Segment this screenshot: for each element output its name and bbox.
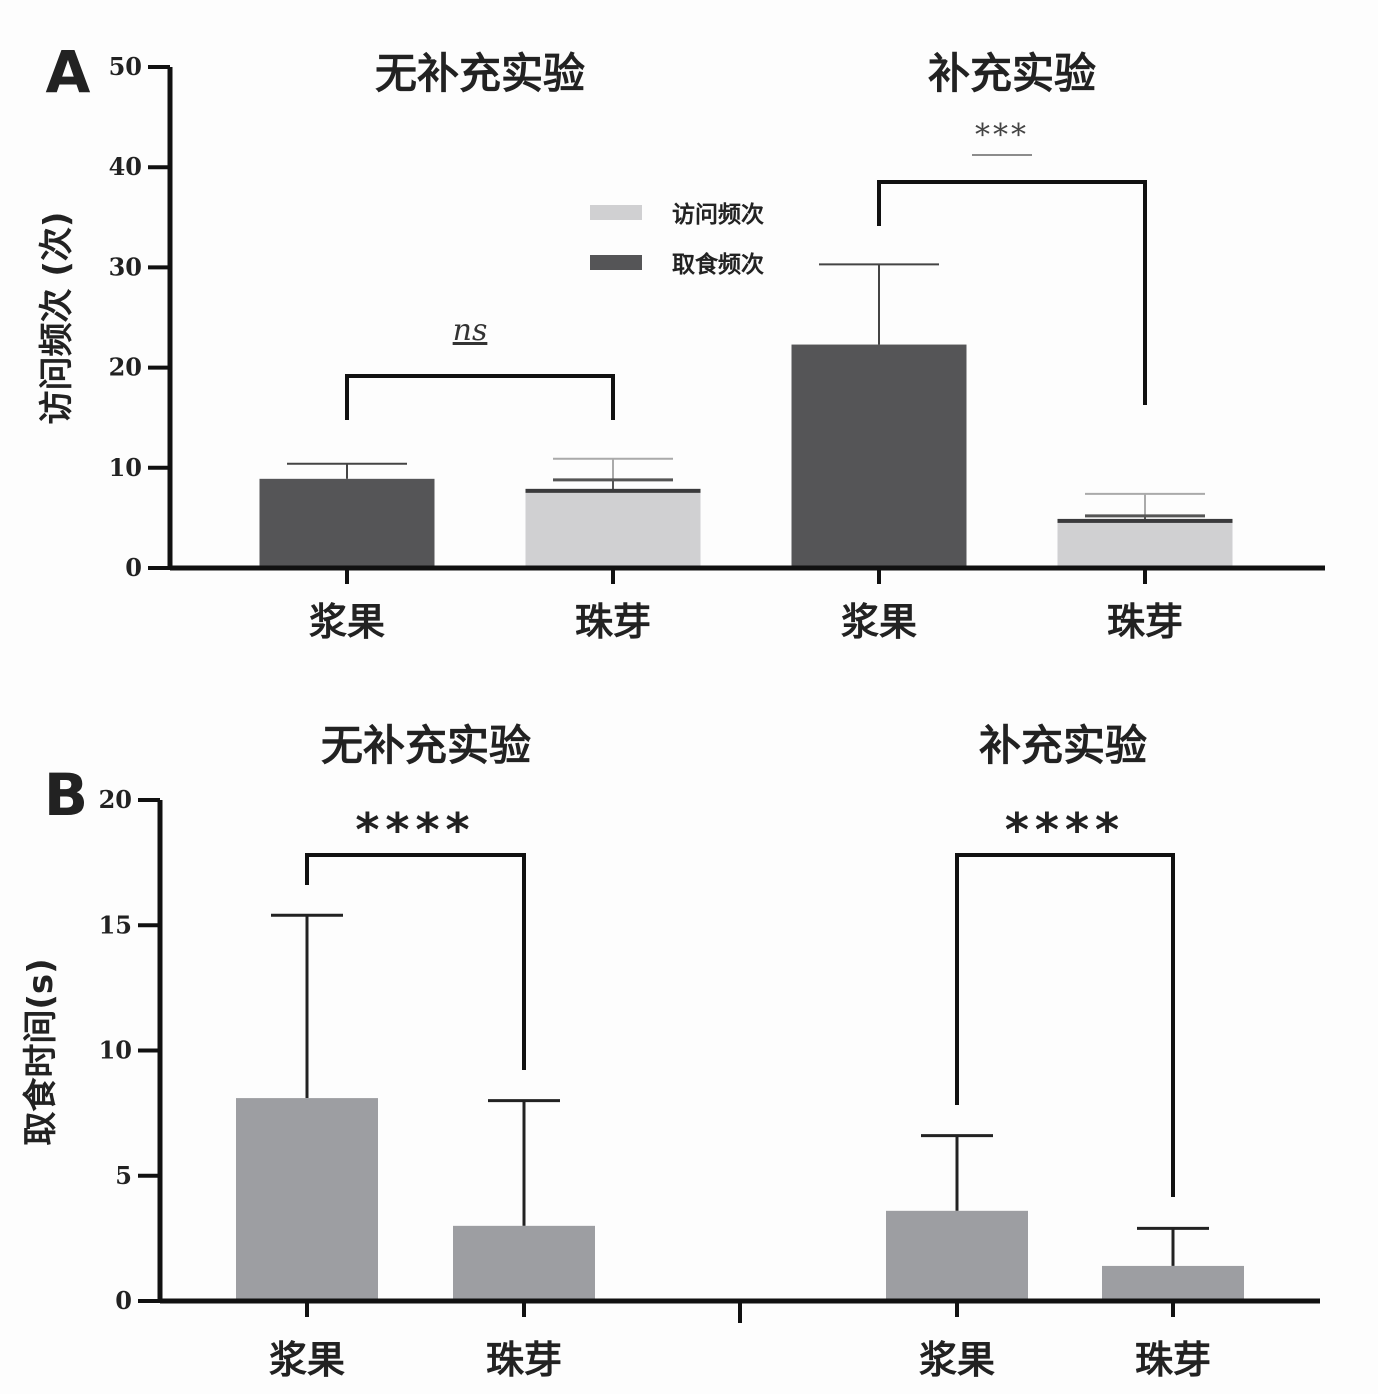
bar: [1102, 1265, 1244, 1301]
y-tick-label: 40: [109, 152, 142, 181]
legend-label: 取食频次: [672, 251, 764, 278]
bar-visit: [525, 489, 701, 568]
bar-feed: [259, 478, 435, 568]
legend-swatch: [590, 205, 642, 220]
category-label: 浆果: [309, 600, 385, 644]
panel-label: A: [46, 38, 91, 106]
bar: [453, 1225, 595, 1301]
group-title: 无补充实验: [375, 49, 585, 98]
legend-label: 访问频次: [672, 201, 764, 228]
y-tick-label: 0: [125, 553, 142, 582]
group-title: 补充实验: [928, 49, 1096, 98]
significance-label: ****: [355, 803, 475, 857]
category-label: 珠芽: [486, 1338, 562, 1382]
significance-label: ****: [1005, 803, 1125, 857]
panel-label: B: [44, 761, 88, 829]
bar: [236, 1098, 378, 1301]
y-tick-label: 20: [99, 785, 132, 814]
y-tick-label: 10: [99, 1036, 132, 1065]
category-label: 珠芽: [575, 600, 651, 644]
bar-feed: [791, 344, 967, 568]
category-label: 浆果: [919, 1338, 995, 1382]
category-label: 珠芽: [1107, 600, 1183, 644]
group-title: 无补充实验: [321, 721, 531, 770]
y-tick-label: 15: [99, 910, 132, 939]
y-tick-label: 50: [109, 52, 142, 81]
category-label: 珠芽: [1135, 1338, 1211, 1382]
category-label: 浆果: [269, 1338, 345, 1382]
y-tick-label: 0: [115, 1286, 132, 1315]
y-tick-label: 20: [109, 353, 142, 382]
y-axis-label: 取食时间(s): [21, 958, 61, 1145]
y-tick-label: 10: [109, 453, 142, 482]
legend-swatch: [590, 255, 642, 270]
significance-label: ns: [453, 313, 488, 348]
y-tick-label: 5: [115, 1161, 132, 1190]
significance-label: ***: [975, 118, 1029, 153]
category-label: 浆果: [841, 600, 917, 644]
y-axis-label: 访问频次 (次): [37, 212, 77, 425]
group-title: 补充实验: [979, 721, 1147, 770]
bar-feed: [1057, 518, 1233, 523]
bar-feed: [525, 488, 701, 493]
y-tick-label: 30: [109, 252, 142, 281]
bar: [886, 1210, 1028, 1301]
bar-visit: [1057, 519, 1233, 568]
